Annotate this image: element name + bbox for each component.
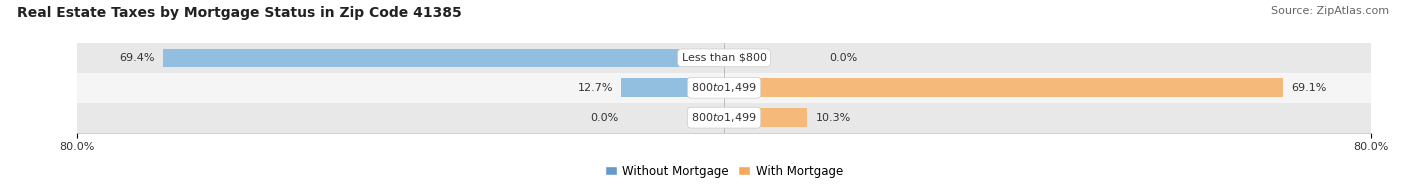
Bar [77, 73, 1371, 103]
Text: $800 to $1,499: $800 to $1,499 [692, 81, 756, 94]
Text: 0.0%: 0.0% [830, 53, 858, 63]
Bar [163, 49, 724, 67]
Text: Real Estate Taxes by Mortgage Status in Zip Code 41385: Real Estate Taxes by Mortgage Status in … [17, 6, 461, 20]
Bar [724, 108, 807, 127]
Text: 12.7%: 12.7% [578, 83, 613, 93]
Text: 10.3%: 10.3% [815, 113, 851, 123]
Text: Less than $800: Less than $800 [682, 53, 766, 63]
Legend: Without Mortgage, With Mortgage: Without Mortgage, With Mortgage [600, 160, 848, 182]
Text: 69.4%: 69.4% [120, 53, 155, 63]
Text: Source: ZipAtlas.com: Source: ZipAtlas.com [1271, 6, 1389, 16]
Text: $800 to $1,499: $800 to $1,499 [692, 111, 756, 124]
Bar [77, 43, 1371, 73]
Text: 69.1%: 69.1% [1291, 83, 1326, 93]
Bar [724, 78, 1282, 97]
Bar [77, 103, 1371, 133]
Text: 0.0%: 0.0% [591, 113, 619, 123]
Bar [621, 78, 724, 97]
